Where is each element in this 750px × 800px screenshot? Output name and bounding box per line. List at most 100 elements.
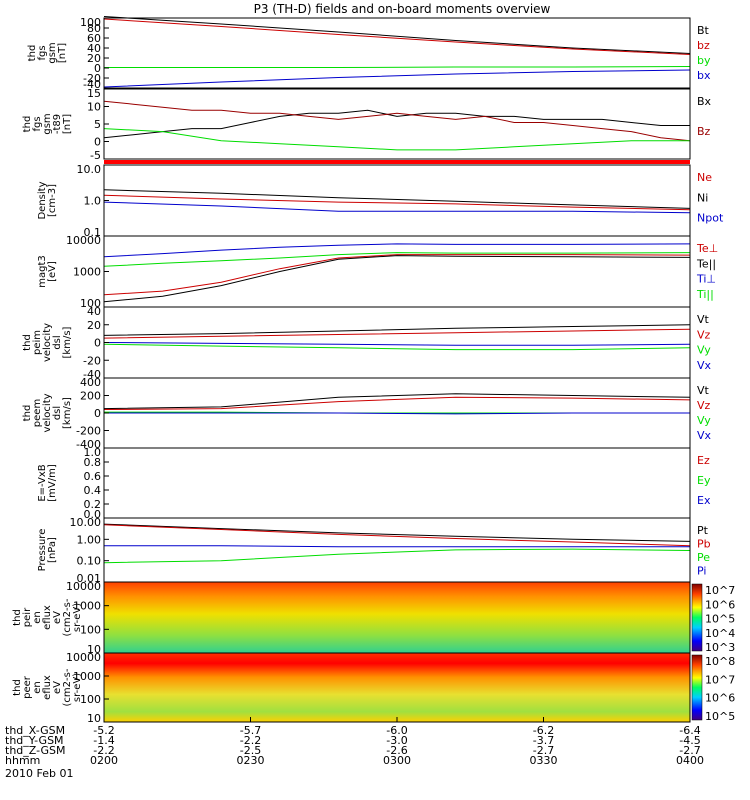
panel-frame bbox=[103, 235, 691, 308]
ylabel-density: Density [cm-3] bbox=[37, 181, 58, 219]
series-Ne bbox=[103, 194, 691, 211]
colorbar-tick: 10^7 bbox=[705, 673, 735, 686]
ytick-label: 100 bbox=[80, 297, 101, 310]
ytick-label: 10.00 bbox=[70, 516, 102, 529]
legend-Vy: Vy bbox=[697, 344, 711, 357]
ytick-label: -20 bbox=[83, 354, 101, 367]
ylabel-line: en bbox=[32, 681, 43, 694]
legend-Pt: Pt bbox=[697, 524, 709, 537]
panel-density: Density [cm-3] 10.0 1.0 0.1 Ne Ni Npot bbox=[37, 163, 724, 239]
ytick-label: 20 bbox=[87, 52, 101, 65]
ylabel-line: thd bbox=[22, 334, 33, 351]
ylabel-line: sr-eV) bbox=[72, 603, 83, 632]
ylabel-line: Pressure bbox=[37, 529, 48, 572]
ytick-label: 0.2 bbox=[84, 498, 102, 511]
legend-Te⊥: Te⊥ bbox=[696, 242, 718, 255]
ytick-label: 1000 bbox=[73, 670, 101, 683]
ytick-label: -400 bbox=[76, 438, 101, 451]
series-Npot bbox=[103, 201, 691, 214]
ytick-label: 1000 bbox=[73, 600, 101, 613]
ylabel-line: thd bbox=[22, 405, 33, 422]
legend-Npot: Npot bbox=[697, 212, 724, 225]
ylabel-line: magt3 bbox=[37, 255, 48, 288]
ylabel-line: [km/s] bbox=[62, 397, 73, 429]
series-by bbox=[104, 66, 691, 68]
ylabel-line: [mV/m] bbox=[47, 464, 58, 502]
legend-Vt: Vt bbox=[697, 384, 710, 397]
ytick-label: 10000 bbox=[66, 580, 101, 593]
series-Pi bbox=[104, 545, 690, 548]
xaxis-value: -1.4 bbox=[93, 734, 114, 747]
ylabel-line: (cm2-s- bbox=[62, 598, 73, 636]
ylabel-efield: E=-VxB [mV/m] bbox=[37, 464, 58, 502]
ytick-label: 0.0 bbox=[84, 508, 102, 521]
ylabel-peir_spec: thd peir en eflux eV (cm2-s-sr-eV) bbox=[12, 598, 83, 636]
ylabel-line: eV bbox=[52, 611, 63, 624]
series-bx bbox=[103, 69, 691, 88]
series-Bz bbox=[103, 100, 691, 142]
legend-Vx: Vx bbox=[697, 359, 712, 372]
ytick-label: 10 bbox=[87, 101, 101, 114]
ytick-label: -5 bbox=[90, 149, 101, 162]
ylabel-line: peer bbox=[22, 675, 33, 699]
colorbar-tick: 10^5 bbox=[705, 710, 735, 723]
legend-by: by bbox=[697, 54, 711, 67]
xaxis-row-label: thd_Y-GSM bbox=[5, 734, 64, 747]
ytick-label: 15 bbox=[87, 87, 101, 100]
legend-bx: bx bbox=[697, 69, 711, 82]
ylabel-line: thd bbox=[12, 679, 23, 696]
ytick-label: 1.0 bbox=[84, 446, 102, 459]
xaxis-value: 0200 bbox=[90, 754, 118, 767]
panel-frame bbox=[103, 306, 691, 379]
ylabel-line: (cm2-s- bbox=[62, 668, 73, 706]
ytick-label: 1000 bbox=[73, 266, 101, 279]
panel-frame bbox=[103, 88, 691, 160]
ytick-label: 0.8 bbox=[84, 456, 102, 469]
figure-title: P3 (TH-D) fields and on-board moments ov… bbox=[254, 2, 551, 16]
ylabel-line: sr-eV) bbox=[72, 673, 83, 702]
panels: thd fgs gsm [nT]100806040200-20-40Btbzbybxt… bbox=[12, 16, 735, 725]
series-Pe bbox=[103, 548, 691, 564]
ytick-label: 0 bbox=[94, 136, 101, 149]
bottom-axis-annotations: thd_X-GSM -5.2 -5.7 -6.0 -6.2 -6.4 thd_Y-GSM -1… bbox=[5, 717, 704, 780]
ytick-label: 1.0 bbox=[84, 195, 102, 208]
ylabel-line: [km/s] bbox=[62, 326, 73, 358]
ylabel-line: [nT] bbox=[62, 114, 73, 134]
series-Pb bbox=[103, 524, 691, 547]
colorbar-tick: 10^6 bbox=[705, 598, 735, 611]
ylabel-line: thd bbox=[12, 609, 23, 626]
xaxis-value: -2.2 bbox=[93, 744, 114, 757]
colorbar-peer_spec bbox=[691, 654, 703, 721]
ytick-label: 80 bbox=[87, 22, 101, 35]
ylabel-line: fgs bbox=[37, 45, 48, 60]
ylabel-pressure: Pressure [nPa] bbox=[37, 529, 58, 572]
panel-frame bbox=[103, 164, 691, 237]
colorbar-tick: 10^8 bbox=[705, 655, 735, 668]
ytick-label: 10 bbox=[87, 712, 101, 725]
date-label: 2010 Feb 01 bbox=[5, 767, 73, 780]
xaxis-value: -2.2 bbox=[240, 734, 261, 747]
ytick-label: 10000 bbox=[66, 651, 101, 664]
legend-Te||: Te|| bbox=[696, 257, 716, 270]
xaxis-row-label: thd_X-GSM bbox=[5, 724, 65, 737]
ylabel-peer_spec: thd peer en eflux eV (cm2-s-sr-eV) bbox=[12, 668, 83, 706]
legend-Ti||: Ti|| bbox=[696, 288, 714, 301]
series-Ni bbox=[103, 189, 691, 209]
ytick-label: 0.4 bbox=[84, 484, 102, 497]
legend-Vz: Vz bbox=[697, 328, 711, 341]
ylabel-line: [eV] bbox=[47, 261, 58, 282]
legend-Bt: Bt bbox=[697, 24, 710, 37]
colorbar-peir_spec bbox=[691, 583, 703, 652]
series-Vz bbox=[103, 328, 691, 339]
xaxis-row-label: thd_Z-GSM bbox=[5, 744, 65, 757]
xaxis-value: -4.5 bbox=[679, 734, 700, 747]
colorbar-tick: 10^6 bbox=[705, 692, 735, 705]
ytick-label: 0.1 bbox=[84, 226, 102, 239]
legend-Ne: Ne bbox=[697, 171, 712, 184]
ylabel-fgs_gsm: thd fgs gsm [nT] bbox=[27, 42, 68, 63]
xaxis-row-label: hhmm bbox=[5, 754, 40, 767]
xaxis-value: 0300 bbox=[383, 754, 411, 767]
series-Vy bbox=[103, 343, 691, 351]
